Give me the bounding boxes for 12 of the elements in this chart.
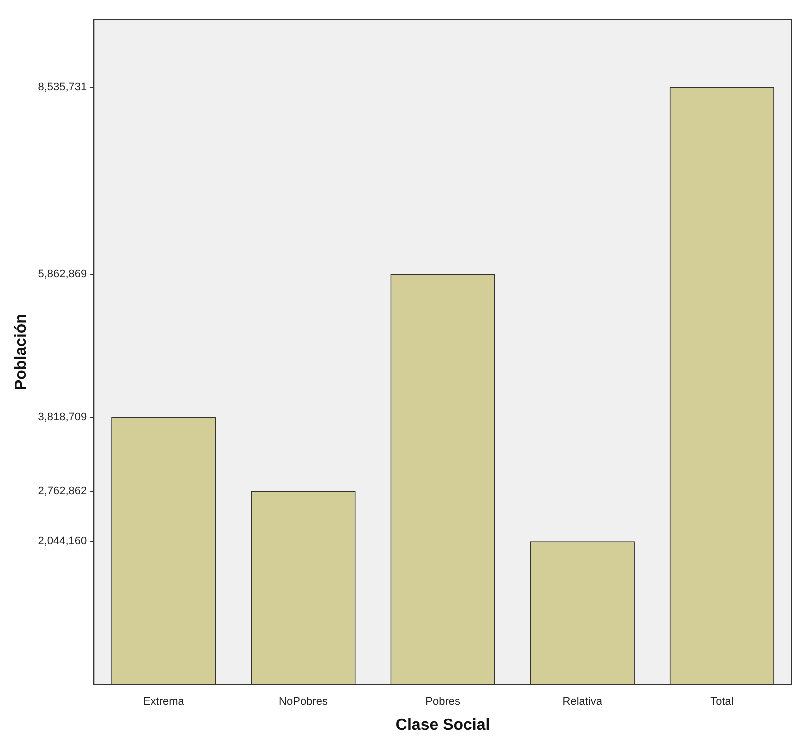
y-tick-label: 2,044,160 bbox=[38, 536, 88, 548]
x-tick-label: Total bbox=[710, 696, 734, 708]
x-axis-title: Clase Social bbox=[396, 716, 490, 734]
x-tick-label: NoPobres bbox=[279, 696, 328, 708]
y-tick-label: 5,862,869 bbox=[38, 268, 88, 280]
y-tick-label: 2,762,862 bbox=[38, 485, 88, 498]
y-tick-label: 3,818,709 bbox=[38, 411, 88, 424]
x-tick-label: Pobres bbox=[426, 696, 461, 708]
x-tick-label: Extrema bbox=[143, 696, 186, 708]
y-axis-title: Población bbox=[13, 314, 30, 391]
x-tick-label: Relativa bbox=[562, 696, 604, 708]
y-tick-label: 8,535,731 bbox=[38, 81, 88, 94]
